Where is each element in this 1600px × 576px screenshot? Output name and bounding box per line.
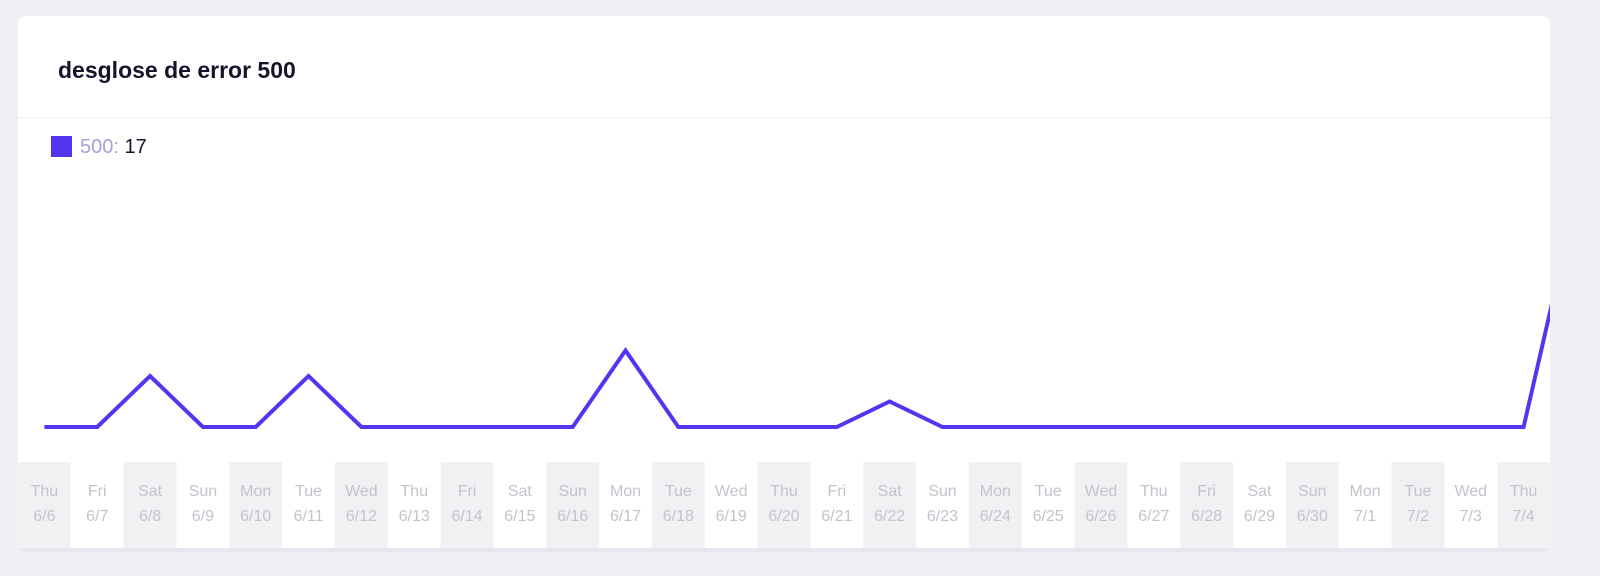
x-tick-date: 6/11 — [294, 508, 324, 525]
x-tick-weekday: Sun — [1298, 483, 1326, 500]
legend-total: 17 — [125, 136, 147, 158]
x-tick-date: 6/23 — [927, 508, 958, 525]
x-tick-weekday: Thu — [1140, 483, 1168, 500]
x-tick-date: 6/24 — [980, 508, 1011, 525]
series-line — [44, 303, 1550, 429]
x-tick-weekday: Fri — [827, 483, 846, 500]
x-tick-date: 6/7 — [86, 508, 108, 525]
x-tick-date: 6/26 — [1085, 508, 1116, 525]
day-column — [651, 462, 705, 548]
x-tick-date: 6/10 — [240, 508, 271, 525]
x-tick-weekday: Wed — [1454, 483, 1487, 500]
card — [18, 16, 1550, 548]
day-column — [863, 462, 917, 548]
x-tick-date: 6/25 — [1033, 508, 1064, 525]
legend-swatch — [51, 136, 72, 157]
x-tick-weekday: Mon — [240, 483, 271, 500]
x-tick-date: 7/1 — [1354, 508, 1376, 525]
x-tick-date: 6/18 — [663, 508, 694, 525]
day-column — [334, 462, 388, 548]
x-tick-date: 6/19 — [716, 508, 747, 525]
x-tick-date: 6/17 — [610, 508, 641, 525]
x-tick-weekday: Wed — [1085, 483, 1118, 500]
x-tick-weekday: Sat — [1247, 483, 1272, 500]
x-tick-weekday: Mon — [1350, 483, 1381, 500]
x-tick-weekday: Sun — [558, 483, 586, 500]
x-tick-weekday: Tue — [1035, 483, 1062, 500]
x-tick-date: 6/12 — [346, 508, 377, 525]
x-tick-weekday: Wed — [715, 483, 748, 500]
x-tick-weekday: Thu — [770, 483, 798, 500]
x-tick-weekday: Tue — [665, 483, 692, 500]
x-tick-date: 6/20 — [768, 508, 799, 525]
x-tick-date: 6/29 — [1244, 508, 1275, 525]
day-column — [1391, 462, 1445, 548]
x-tick-weekday: Sun — [189, 483, 217, 500]
day-column — [546, 462, 600, 548]
x-tick-date: 6/15 — [504, 508, 535, 525]
x-tick-date: 6/30 — [1297, 508, 1328, 525]
day-column — [123, 462, 177, 548]
chart-title: desglose de error 500 — [58, 57, 296, 83]
x-tick-date: 6/6 — [33, 508, 55, 525]
day-column — [229, 462, 283, 548]
x-tick-date: 6/22 — [874, 508, 905, 525]
day-column — [18, 462, 71, 548]
x-tick-date: 7/3 — [1460, 508, 1482, 525]
x-tick-weekday: Fri — [1197, 483, 1216, 500]
x-tick-weekday: Thu — [1510, 483, 1538, 500]
day-column — [440, 462, 494, 548]
x-tick-weekday: Thu — [31, 483, 59, 500]
x-tick-date: 6/14 — [451, 508, 482, 525]
legend-colon: : — [113, 136, 124, 158]
x-tick-date: 6/13 — [399, 508, 430, 525]
x-tick-weekday: Tue — [1404, 483, 1431, 500]
day-column — [1180, 462, 1234, 548]
x-tick-weekday: Sat — [508, 483, 533, 500]
day-column — [1497, 462, 1550, 548]
x-tick-date: 6/21 — [821, 508, 852, 525]
x-tick-date: 6/28 — [1191, 508, 1222, 525]
x-tick-date: 6/16 — [557, 508, 588, 525]
x-tick-date: 7/2 — [1407, 508, 1429, 525]
x-tick-date: 6/27 — [1138, 508, 1169, 525]
x-tick-date: 6/9 — [192, 508, 214, 525]
x-tick-weekday: Mon — [610, 483, 641, 500]
x-tick-weekday: Thu — [400, 483, 428, 500]
day-column — [968, 462, 1022, 548]
day-column — [757, 462, 811, 548]
day-column — [1285, 462, 1339, 548]
x-tick-date: 7/4 — [1512, 508, 1534, 525]
x-tick-weekday: Sat — [878, 483, 903, 500]
x-tick-weekday: Mon — [980, 483, 1011, 500]
x-tick-weekday: Sun — [928, 483, 956, 500]
x-tick-weekday: Tue — [295, 483, 322, 500]
x-tick-weekday: Wed — [345, 483, 378, 500]
x-tick-weekday: Fri — [88, 483, 107, 500]
legend-name: 500 — [80, 136, 113, 158]
day-column — [1074, 462, 1128, 548]
legend: 500: 17 — [80, 136, 147, 158]
x-tick-date: 6/8 — [139, 508, 161, 525]
x-tick-weekday: Fri — [458, 483, 477, 500]
x-tick-weekday: Sat — [138, 483, 163, 500]
